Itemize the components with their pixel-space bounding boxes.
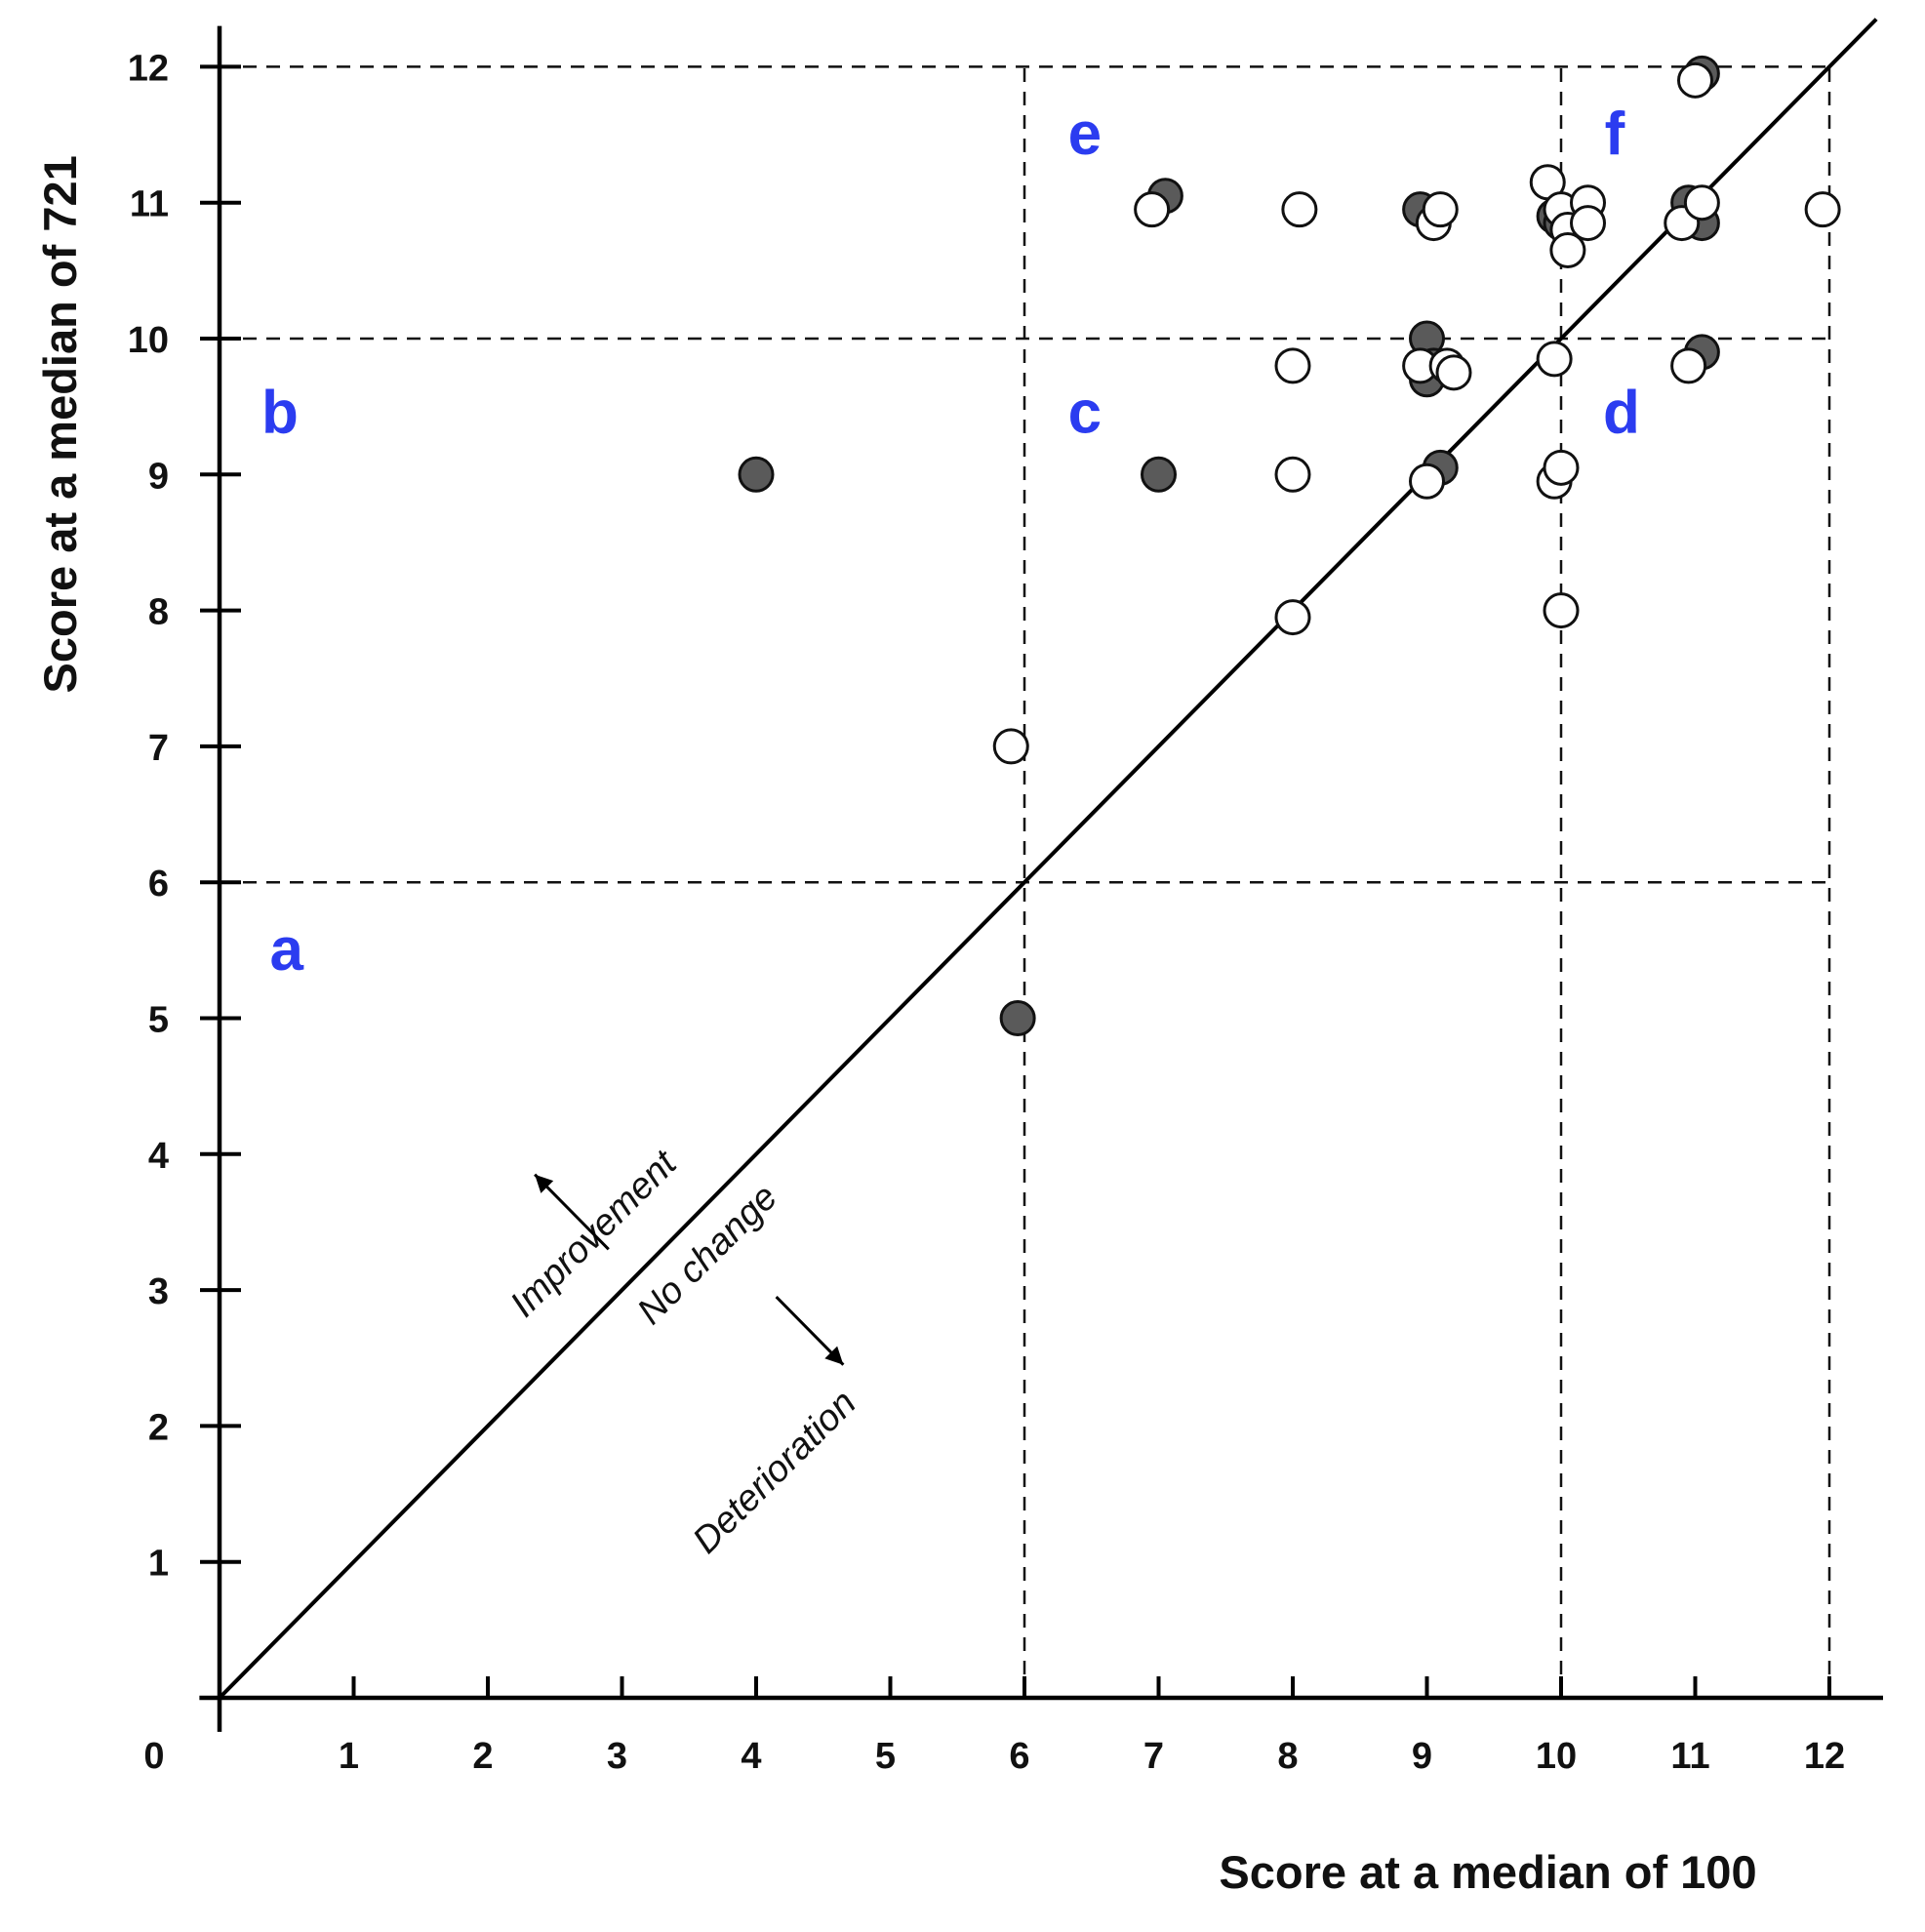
x-tick-label-12: 12	[1804, 1736, 1845, 1777]
open-point-3	[1422, 191, 1459, 228]
open-point-26	[992, 728, 1029, 765]
x-tick-label-7: 7	[1143, 1736, 1164, 1777]
x-tick-label-10: 10	[1536, 1736, 1577, 1777]
x-tick-label-11: 11	[1670, 1736, 1709, 1777]
open-point-1	[1281, 191, 1318, 228]
diagonal-layer	[218, 18, 1878, 1700]
open-point-18	[1536, 341, 1573, 378]
region-label-f: f	[1605, 101, 1625, 168]
y-tick-label-12: 12	[128, 48, 169, 89]
y-tick-label-5: 5	[148, 1000, 169, 1041]
open-point-21	[1409, 463, 1445, 500]
no-change-diagonal-line	[218, 18, 1878, 1700]
open-point-24	[1274, 599, 1311, 636]
y-tick-label-6: 6	[148, 864, 169, 905]
data-points	[738, 55, 1841, 1036]
annotation-arrow-head-0	[535, 1174, 554, 1193]
y-tick-label-11: 11	[130, 184, 169, 225]
open-point-19	[1670, 347, 1707, 384]
open-point-11	[1683, 184, 1720, 221]
region-label-b: b	[261, 380, 299, 447]
x-tick-label-6: 6	[1009, 1736, 1029, 1777]
y-tick-label-2: 2	[148, 1407, 169, 1448]
y-tick-label-8: 8	[148, 592, 169, 633]
x-tick-label-4: 4	[741, 1736, 761, 1777]
x-tick-label-1: 1	[339, 1736, 359, 1777]
y-tick-label-4: 4	[148, 1136, 169, 1177]
y-tick-label-9: 9	[148, 456, 169, 497]
open-point-0	[1134, 191, 1171, 228]
filled-point-2	[999, 1000, 1036, 1036]
origin-label: 0	[143, 1736, 164, 1777]
open-point-17	[1435, 354, 1472, 391]
x-tick-label-2: 2	[472, 1736, 493, 1777]
open-point-13	[1804, 191, 1841, 228]
region-label-c: c	[1068, 380, 1102, 447]
open-point-14	[1274, 347, 1311, 384]
annotation-deterioration: Deterioration	[685, 1383, 864, 1562]
region-label-e: e	[1068, 101, 1102, 168]
open-point-9	[1570, 205, 1606, 242]
x-tick-label-8: 8	[1277, 1736, 1298, 1777]
x-tick-label-5: 5	[875, 1736, 896, 1777]
y-tick-label-10: 10	[128, 320, 169, 361]
annotation-arrow-head-1	[824, 1346, 844, 1365]
x-axis-title: Score at a median of 100	[1219, 1846, 1756, 1898]
open-point-7	[1549, 231, 1586, 268]
region-label-d: d	[1603, 380, 1640, 447]
x-tick-label-3: 3	[607, 1736, 627, 1777]
open-point-20	[1274, 456, 1311, 493]
open-point-12	[1677, 61, 1713, 99]
x-tick-label-9: 9	[1412, 1736, 1432, 1777]
y-tick-label-7: 7	[148, 728, 169, 769]
y-tick-label-1: 1	[148, 1544, 169, 1585]
filled-point-1	[1141, 456, 1177, 493]
y-axis-title: Score at a median of 721	[34, 155, 86, 693]
open-point-23	[1543, 449, 1580, 486]
open-point-25	[1543, 592, 1580, 629]
filled-point-0	[738, 456, 775, 493]
region-label-a: a	[270, 916, 304, 984]
y-tick-label-3: 3	[148, 1271, 169, 1312]
